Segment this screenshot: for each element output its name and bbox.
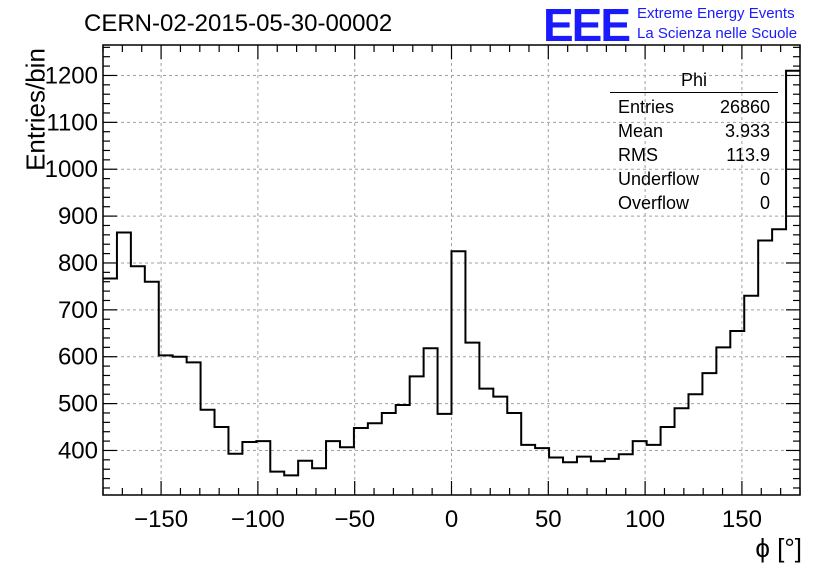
y-tick-label: 1000 — [45, 156, 98, 183]
y-tick-label: 400 — [58, 437, 98, 464]
histogram-bin — [396, 405, 410, 495]
histogram-bin — [716, 347, 730, 495]
stat-row-overflow: Overflow 0 — [610, 191, 778, 215]
histogram-bin — [772, 229, 786, 495]
y-tick-label: 1100 — [46, 109, 98, 136]
histogram-bin — [173, 357, 187, 495]
y-tick-label: 600 — [58, 344, 98, 371]
histogram-bin — [312, 468, 326, 495]
histogram-bin — [591, 461, 605, 495]
stat-label: Underflow — [618, 169, 700, 189]
x-tick-label: 50 — [535, 506, 562, 533]
histogram-bin — [661, 427, 675, 495]
histogram-bin — [535, 448, 549, 495]
y-tick-label: 700 — [58, 297, 98, 324]
histogram-bin — [438, 414, 452, 495]
histogram-bin — [493, 397, 507, 495]
histogram-bin — [368, 423, 382, 495]
histogram-bin — [744, 296, 758, 495]
histogram-bin — [479, 389, 493, 495]
x-tick-label: 100 — [625, 506, 665, 533]
histogram-bin — [549, 458, 563, 496]
stat-row-rms: RMS 113.9 — [610, 143, 778, 167]
y-tick-label: 1200 — [45, 62, 98, 89]
stats-box: Phi Entries 26860 Mean 3.933 RMS 113.9 Underfl… — [610, 70, 778, 215]
eee-logo-caption: Extreme Energy Events La Scienza nelle S… — [637, 4, 797, 44]
y-axis-label: Entries/bin — [20, 48, 51, 171]
stats-title: Phi — [610, 70, 778, 93]
histogram-bin — [103, 278, 117, 495]
histogram-bin — [563, 462, 577, 495]
stat-row-underflow: Underflow 0 — [610, 167, 778, 191]
histogram-bin — [688, 394, 702, 495]
stats-rows: Entries 26860 Mean 3.933 RMS 113.9 Underflow 0 O… — [610, 95, 778, 215]
histogram-bin — [201, 410, 215, 495]
histogram-bin — [730, 331, 744, 495]
histogram-bin — [758, 240, 772, 495]
stat-row-mean: Mean 3.933 — [610, 119, 778, 143]
eee-logo-line2: La Scienza nelle Scuole — [637, 25, 798, 42]
stat-value: 3.933 — [724, 121, 770, 141]
histogram-bin — [131, 266, 145, 495]
stat-row-entries: Entries 26860 — [610, 95, 778, 119]
histogram-bin — [354, 428, 368, 495]
histogram-bin — [410, 376, 424, 495]
histogram-bin — [675, 408, 689, 495]
y-tick-label: 500 — [58, 391, 98, 418]
histogram-bin — [145, 282, 159, 495]
histogram-bin — [702, 373, 716, 495]
x-tick-label: −150 — [134, 506, 188, 533]
stat-label: Overflow — [618, 193, 690, 213]
stat-value: 26860 — [719, 97, 770, 117]
histogram-bin — [326, 441, 340, 495]
histogram-bin — [465, 343, 479, 495]
x-tick-label: 0 — [445, 506, 458, 533]
histogram-bin — [382, 413, 396, 495]
stat-value: 0 — [759, 169, 770, 189]
histogram-bin — [424, 348, 438, 495]
stat-label: Entries — [618, 97, 675, 117]
stat-label: RMS — [618, 145, 658, 165]
histogram-bin — [215, 427, 229, 495]
x-axis-label: ϕ [°] — [755, 533, 802, 563]
histogram-series — [103, 69, 800, 477]
histogram-bin — [117, 233, 131, 496]
x-tick-label: −50 — [334, 506, 375, 533]
histogram-bin — [228, 454, 242, 495]
histogram-bin — [452, 251, 466, 495]
stat-value: 113.9 — [726, 145, 770, 165]
histogram-bin — [298, 461, 312, 495]
histogram-bin — [242, 442, 256, 495]
y-tick-label: 800 — [58, 250, 98, 277]
x-tick-label: 150 — [722, 506, 762, 533]
y-tick-label: 900 — [58, 203, 98, 230]
stat-value: 0 — [759, 193, 770, 213]
histogram-bin — [507, 413, 521, 495]
histogram-bin — [340, 447, 354, 495]
histogram-bin — [187, 362, 201, 495]
histogram-bin — [159, 355, 173, 495]
histogram-bin — [577, 457, 591, 495]
eee-logo-line1: Extreme Energy Events — [637, 5, 795, 22]
x-tick-label: −100 — [231, 506, 285, 533]
chart-title: CERN-02-2015-05-30-00002 — [84, 10, 393, 37]
stat-label: Mean — [618, 121, 664, 141]
histogram-bin — [521, 445, 535, 495]
histogram-bin — [647, 445, 661, 495]
eee-logo: EEE — [543, 0, 631, 51]
